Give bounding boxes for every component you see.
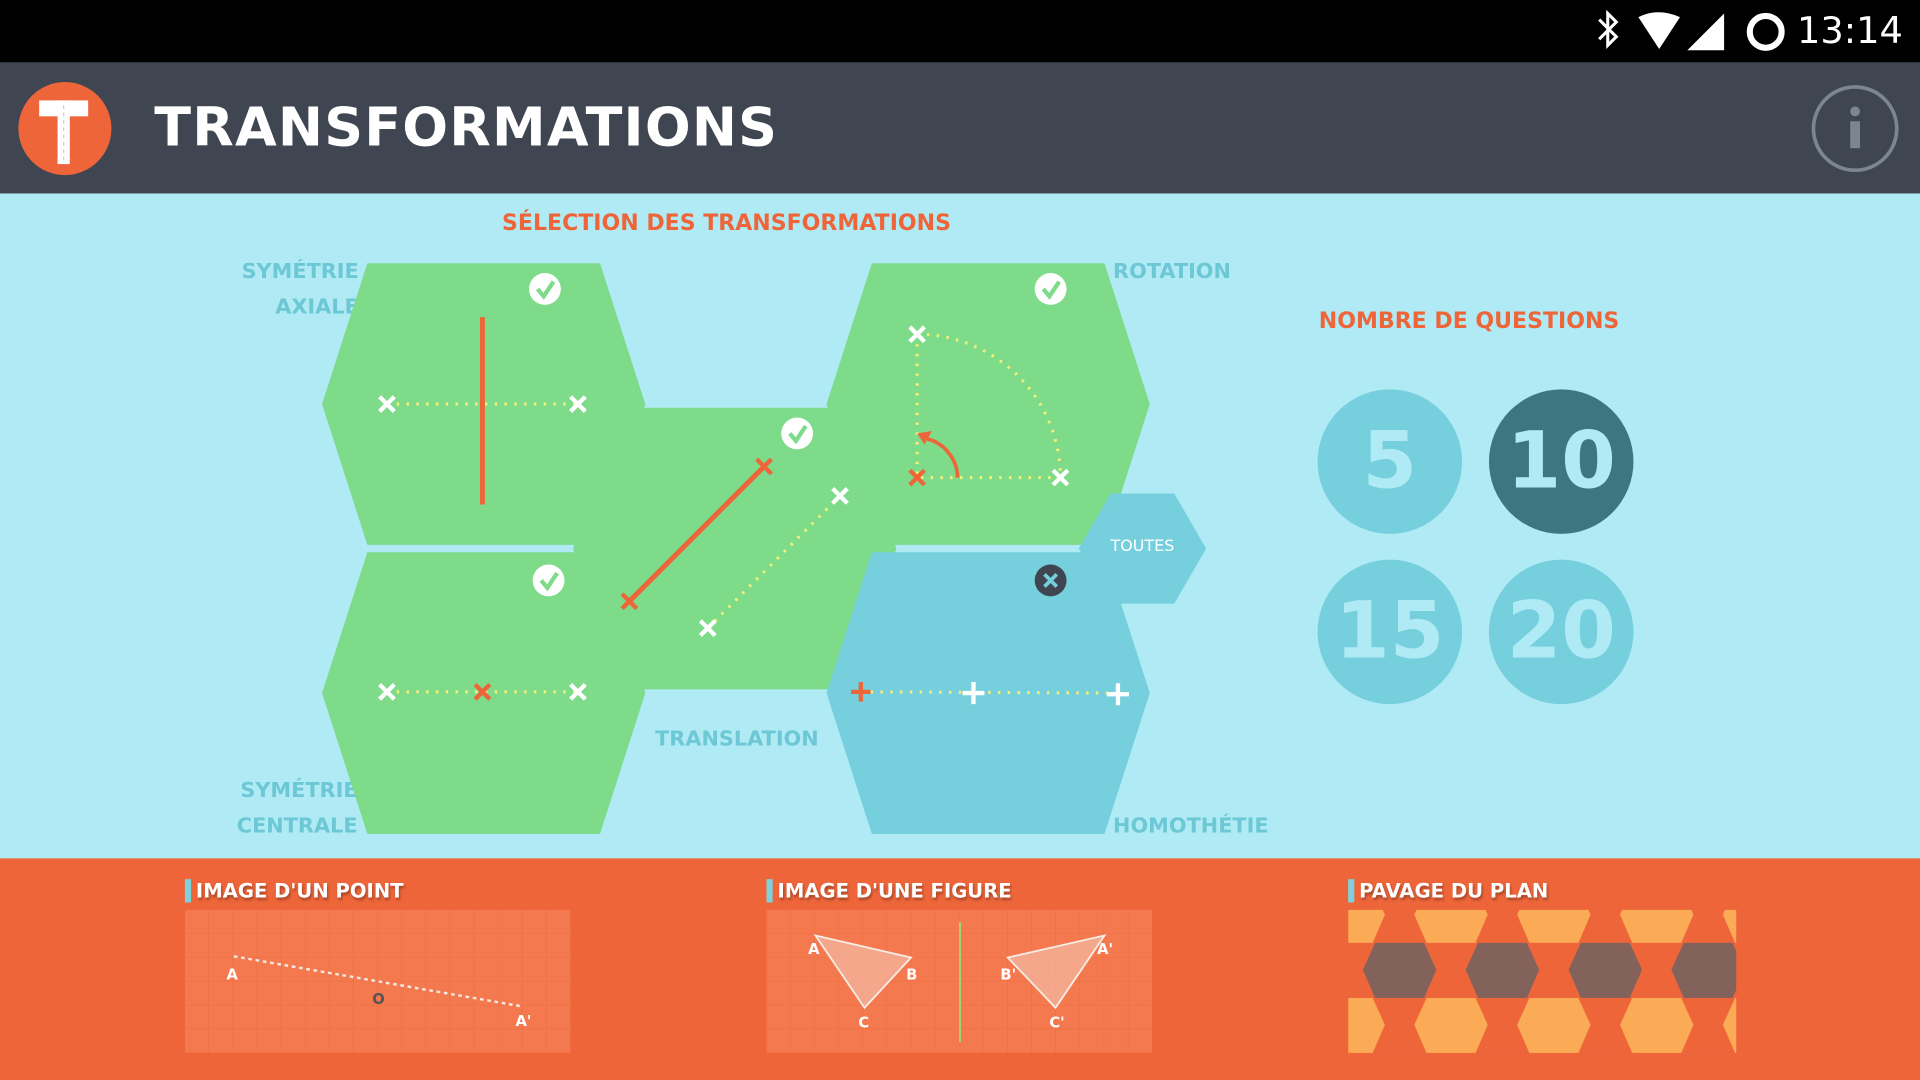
bluetooth-icon — [1598, 9, 1619, 50]
point-label: B — [906, 967, 917, 984]
count-label: 20 — [1506, 586, 1616, 678]
count-label: 10 — [1506, 416, 1616, 507]
point-label: A' — [516, 1013, 532, 1030]
question-count-5[interactable]: 5 — [1317, 389, 1463, 534]
info-icon[interactable] — [1810, 84, 1901, 175]
unselected-icon — [1034, 564, 1067, 597]
wifi-icon — [1638, 12, 1681, 49]
mode-title: IMAGE D'UNE FIGURE — [766, 879, 1012, 903]
toutes-button[interactable] — [1078, 493, 1207, 604]
hex-translation[interactable] — [573, 407, 897, 690]
label-translation: TRANSLATION — [655, 727, 819, 752]
toutes-label: TOUTES — [1110, 537, 1175, 556]
label-line: SYMÉTRIE — [241, 259, 359, 285]
count-label: 15 — [1335, 586, 1445, 678]
status-bar: 13:14 — [0, 0, 1920, 63]
hex-symetrie-axiale[interactable] — [322, 263, 646, 545]
question-count-10[interactable]: 10 — [1488, 389, 1634, 534]
point-label: A' — [1097, 941, 1113, 958]
label-symetrie-axiale: SYMÉTRIE AXIALE — [220, 255, 359, 326]
mode-title: IMAGE D'UN POINT — [184, 879, 404, 903]
selection-title: SÉLECTION DES TRANSFORMATIONS — [502, 210, 951, 237]
point-label: C — [858, 1014, 869, 1031]
label-rotation: ROTATION — [1113, 259, 1231, 285]
hexagon-grid — [322, 263, 1207, 834]
check-icon — [781, 418, 813, 450]
mode-pavage[interactable] — [1348, 909, 1737, 1054]
count-label: 5 — [1362, 416, 1418, 507]
point-label: A — [227, 967, 239, 984]
point-label: B' — [1000, 967, 1016, 984]
sync-icon — [1746, 12, 1785, 51]
page-title: TRANSFORMATIONS — [154, 96, 779, 160]
label-symetrie-centrale: SYMÉTRIE CENTRALE — [208, 774, 358, 845]
app-logo[interactable] — [17, 81, 115, 179]
hex-rotation[interactable] — [826, 263, 1150, 545]
label-line: CENTRALE — [236, 814, 358, 839]
question-count-20[interactable]: 20 — [1488, 559, 1634, 705]
label-line: SYMÉTRIE — [240, 778, 358, 804]
app-header: TRANSFORMATIONS — [0, 62, 1920, 194]
mode-image-figure[interactable]: A B C A' B' C' — [766, 909, 1153, 1054]
point-label: A — [808, 941, 820, 958]
label-line: AXIALE — [275, 295, 359, 320]
label-homothetie: HOMOTHÉTIE — [1113, 814, 1269, 839]
mode-title: PAVAGE DU PLAN — [1348, 879, 1548, 903]
main-panel: SÉLECTION DES TRANSFORMATIONS SYMÉTRIE AX… — [0, 193, 1920, 859]
check-icon — [1035, 273, 1067, 305]
check-icon — [529, 273, 561, 305]
questions-title: NOMBRE DE QUESTIONS — [1318, 308, 1620, 335]
check-icon — [533, 564, 565, 596]
point-label: C' — [1049, 1014, 1064, 1031]
status-icons — [1598, 9, 1725, 51]
signal-icon — [1687, 13, 1725, 51]
point-label: O — [372, 991, 385, 1008]
question-count-15[interactable]: 15 — [1317, 559, 1463, 705]
hex-homothetie[interactable] — [826, 552, 1150, 834]
mode-image-point[interactable]: A O A' — [184, 909, 571, 1054]
hex-symetrie-centrale[interactable] — [322, 552, 646, 834]
clock: 13:14 — [1796, 9, 1903, 53]
mode-bar: IMAGE D'UN POINT IMAGE D'UNE FIGURE PAVA… — [0, 858, 1920, 1080]
